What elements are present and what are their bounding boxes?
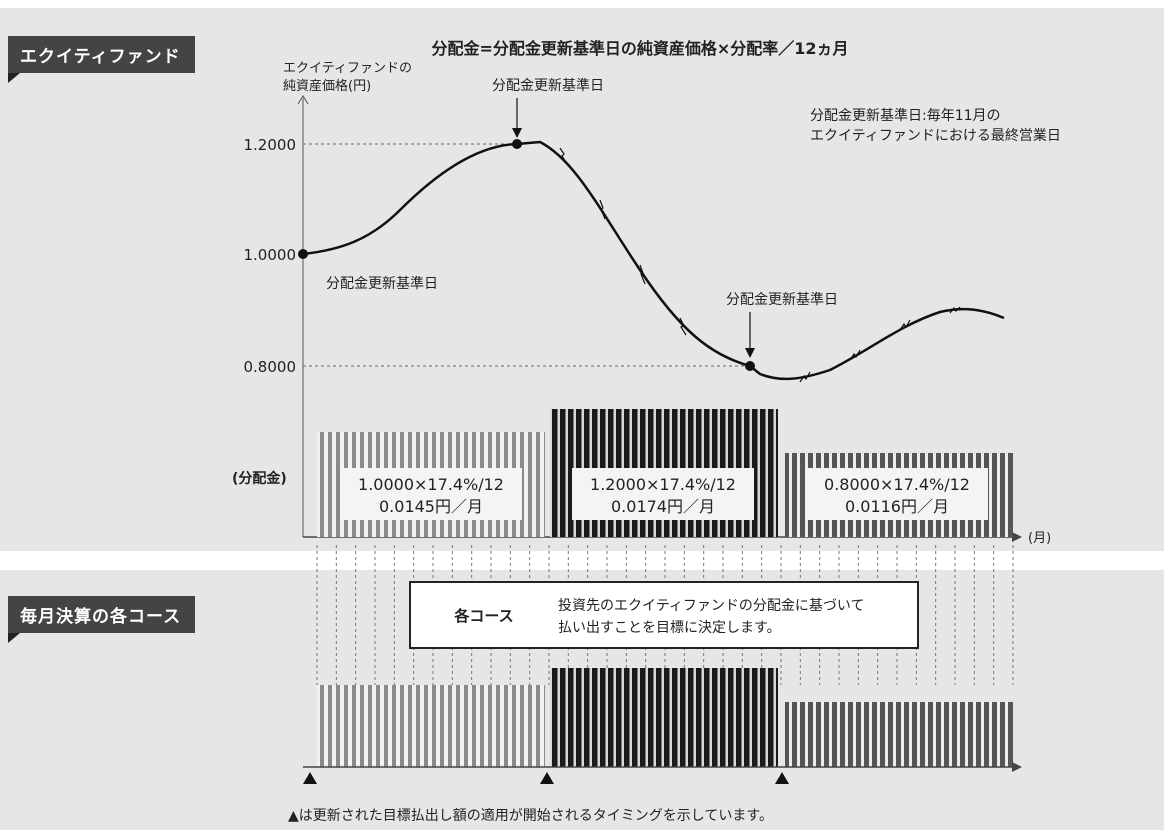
ref-date-note-line1: 分配金更新基準日:毎年11月の	[810, 107, 1001, 124]
ref-date-note-line2: エクイティファンドにおける最終営業日	[810, 128, 1061, 144]
dividend-box-2	[572, 468, 754, 520]
course-box-line2: 払い出すことを目標に決定します。	[558, 620, 781, 636]
ref-date-arrowhead-bottom	[745, 348, 755, 358]
dividend-box-2-amount: 0.0174円／月	[611, 497, 715, 516]
y-axis-label-line1: エクイティファンドの	[283, 61, 412, 76]
x-axis-arrow	[1012, 532, 1022, 542]
month-guides	[316, 545, 1014, 685]
ref-date-label-top: 分配金更新基準日	[492, 77, 604, 94]
timing-footnote: ▲は更新された目標払出し額の適用が開始されるタイミングを示しています。	[288, 807, 773, 824]
tick-label-1-2000: 1.2000	[244, 136, 297, 154]
nav-curve-jitter	[559, 147, 961, 383]
tick-label-1-0000: 1.0000	[244, 246, 297, 264]
ref-point-1	[298, 249, 308, 259]
ref-point-2	[512, 139, 522, 149]
ref-date-label-bottom: 分配金更新基準日	[726, 291, 838, 308]
dividend-box-3	[806, 468, 988, 520]
dividend-box-1-formula: 1.0000×17.4%/12	[358, 475, 504, 494]
timing-marker-1	[303, 772, 317, 784]
dividend-box-1	[340, 468, 522, 520]
course-box-title: 各コース	[453, 607, 513, 625]
monthly-course-tag: 毎月決算の各コース	[8, 596, 196, 643]
course-bar-3	[785, 702, 1013, 767]
ref-point-3	[745, 361, 755, 371]
y-axis-label-line2: 純資産価格(円)	[283, 78, 371, 94]
timing-marker-3	[775, 772, 789, 784]
dividend-box-3-formula: 0.8000×17.4%/12	[824, 475, 970, 494]
course-bar-2	[550, 668, 778, 767]
y-axis-arrow	[297, 95, 309, 105]
x-axis-month-label: (月)	[1028, 531, 1051, 546]
dividend-axis-label: (分配金)	[232, 470, 287, 487]
dividend-box-3-amount: 0.0116円／月	[845, 497, 949, 516]
tick-label-0-8000: 0.8000	[244, 358, 297, 376]
dividend-box-1-amount: 0.0145円／月	[379, 497, 483, 516]
course-x-axis-arrow	[1012, 762, 1022, 772]
course-bar-1	[317, 685, 545, 767]
ref-date-label-left: 分配金更新基準日	[326, 275, 438, 292]
timing-marker-2	[540, 772, 554, 784]
ref-date-arrowhead-top	[512, 128, 522, 138]
equity-fund-tag: エクイティファンド	[8, 36, 195, 83]
course-box-line1: 投資先のエクイティファンドの分配金に基づいて	[558, 597, 864, 614]
course-description-box	[409, 581, 919, 649]
dividend-box-2-formula: 1.2000×17.4%/12	[590, 475, 736, 494]
formula-title: 分配金=分配金更新基準日の純資産価格×分配率／12ヵ月	[431, 39, 848, 58]
nav-curve	[302, 140, 1005, 381]
